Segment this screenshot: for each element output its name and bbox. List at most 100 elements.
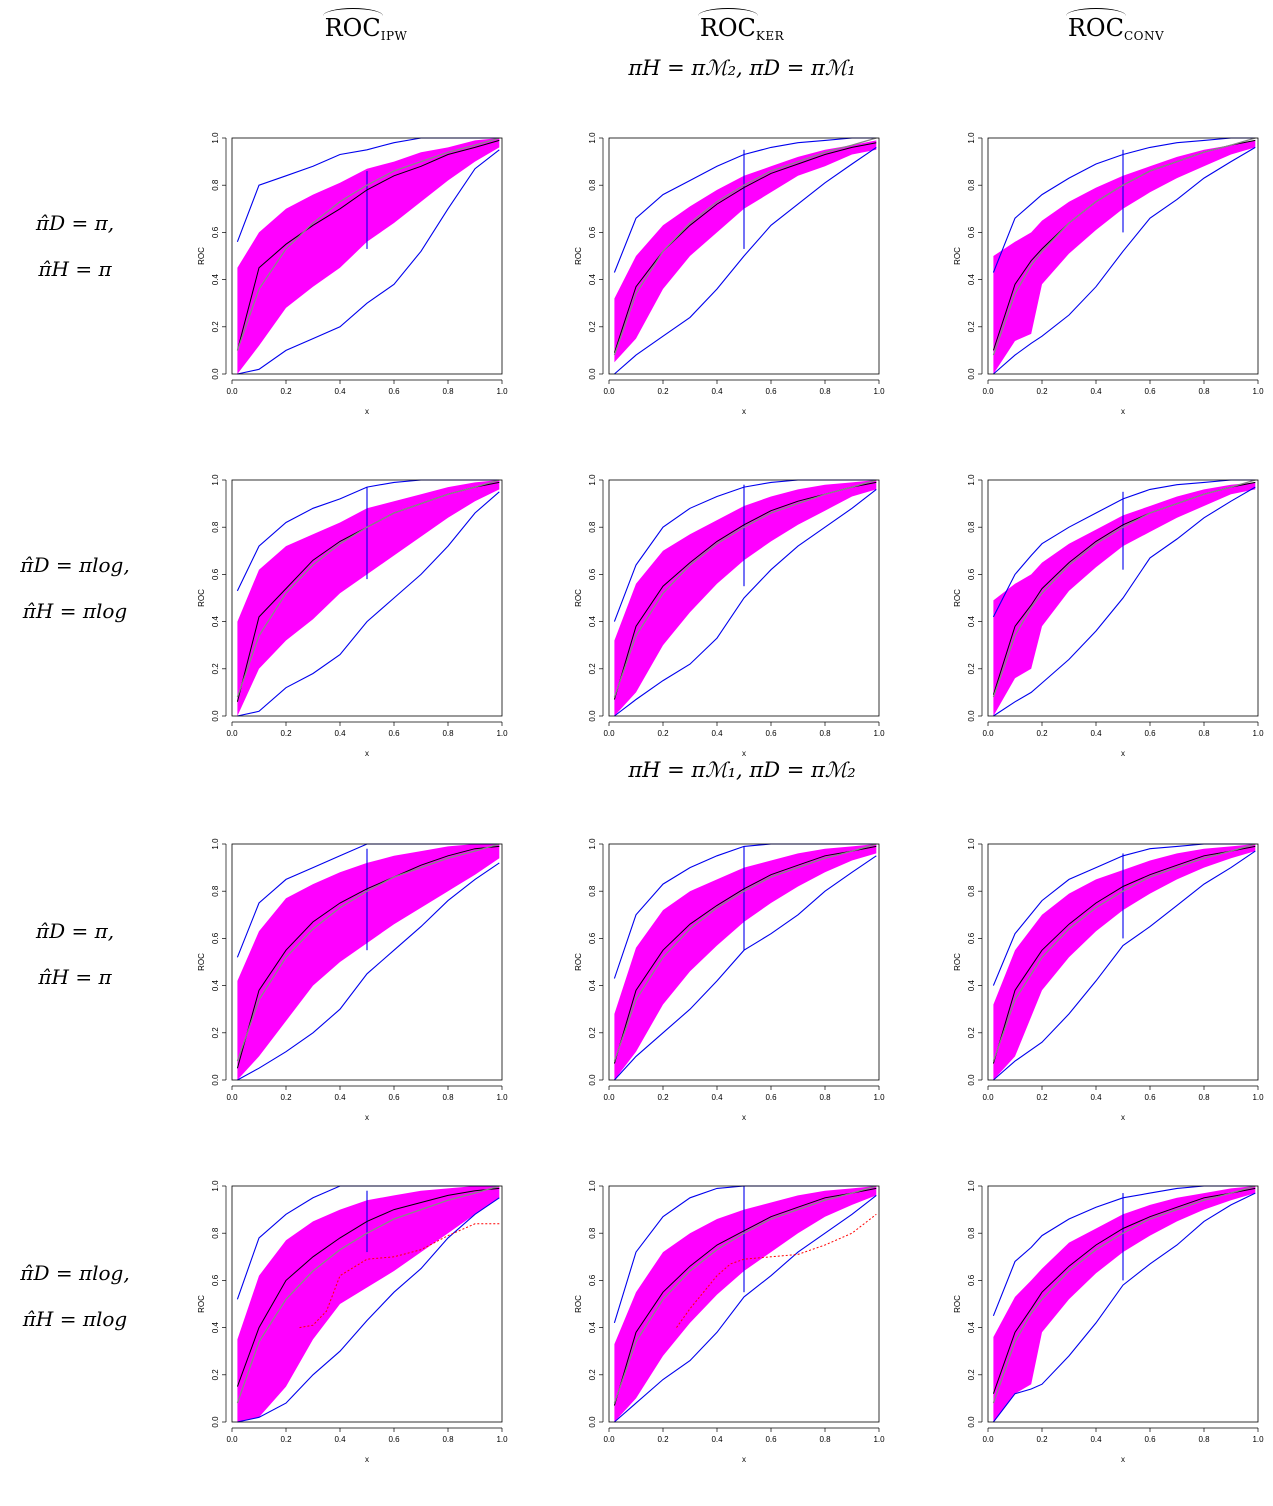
x-axis-label: x: [742, 749, 746, 758]
roc-panel: 0.0 0.2 0.4 0.6 0.8 1.0 x 0.0 0.2 0.4 0.6 0.8 1.0 ROC: [192, 120, 508, 458]
confidence-band: [614, 844, 877, 1080]
roc-chart: 0.0 0.2 0.4 0.6 0.8 1.0 x 0.0 0.2 0.4 0.6 0.8 1.0 ROC: [197, 132, 508, 416]
x-tick-label: 0.4: [1090, 1435, 1102, 1444]
x-axis-label: x: [365, 749, 369, 758]
x-tick-label: 0.8: [1198, 1435, 1210, 1444]
x-tick-label: 0.6: [1144, 387, 1156, 396]
column-header-base: ROC: [324, 14, 381, 42]
y-tick-label: 0.6: [588, 932, 597, 944]
y-tick-label: 0.6: [588, 1274, 597, 1286]
x-tick-label: 0.6: [1144, 729, 1156, 738]
x-tick-label: 0.2: [280, 1435, 292, 1444]
y-tick-label: 0.2: [967, 1027, 976, 1039]
y-axis-label: ROC: [574, 247, 583, 265]
y-tick-label: 0.0: [211, 710, 220, 722]
roc-chart: 0.0 0.2 0.4 0.6 0.8 1.0 x 0.0 0.2 0.4 0.6 0.8 1.0 ROC: [574, 1180, 885, 1464]
y-tick-label: 1.0: [211, 1180, 220, 1192]
x-tick-label: 0.2: [1036, 1435, 1048, 1444]
y-tick-label: 0.8: [967, 885, 976, 897]
y-tick-label: 0.6: [967, 1274, 976, 1286]
y-tick-label: 0.2: [967, 321, 976, 333]
plot-frame: [987, 479, 1259, 717]
y-tick-label: 0.4: [967, 1321, 976, 1333]
x-tick-label: 1.0: [496, 729, 508, 738]
section-heading-2: πH = πℳ₁, πD = πℳ₂: [628, 758, 856, 782]
y-axis-label: ROC: [197, 589, 206, 607]
y-tick-label: 0.6: [967, 932, 976, 944]
y-tick-label: 0.8: [588, 1227, 597, 1239]
x-tick-label: 0.8: [442, 729, 454, 738]
y-tick-label: 1.0: [211, 838, 220, 850]
roc-panel: 0.0 0.2 0.4 0.6 0.8 1.0 x 0.0 0.2 0.4 0.6 0.8 1.0 ROC: [569, 826, 885, 1164]
x-tick-label: 0.6: [765, 387, 777, 396]
y-tick-label: 1.0: [967, 132, 976, 144]
mean-estimate-line: [613, 845, 877, 1064]
outer-lower-bound: [992, 1192, 1256, 1423]
y-tick-label: 0.0: [211, 1416, 220, 1428]
row-label-line2: π̂H = π: [38, 257, 112, 281]
y-tick-label: 1.0: [588, 838, 597, 850]
x-tick-label: 1.0: [496, 1093, 508, 1102]
y-tick-label: 0.2: [211, 321, 220, 333]
row-label-line2: π̂H = πlog: [22, 599, 128, 623]
x-tick-label: 0.2: [657, 1435, 669, 1444]
y-tick-label: 0.6: [588, 226, 597, 238]
x-tick-label: 0.4: [1090, 1093, 1102, 1102]
plot-frame: [231, 843, 503, 1081]
x-tick-label: 1.0: [873, 387, 885, 396]
y-tick-label: 0.0: [211, 368, 220, 380]
mean-estimate-line: [613, 142, 877, 353]
y-tick-label: 0.8: [588, 521, 597, 533]
plot-frame: [231, 479, 503, 717]
mean-estimate-line: [992, 1187, 1256, 1394]
x-tick-label: 0.6: [765, 1093, 777, 1102]
x-tick-label: 0.4: [1090, 729, 1102, 738]
section-heading-1: πH = πℳ₂, πD = πℳ₁: [628, 56, 856, 80]
y-tick-label: 1.0: [967, 838, 976, 850]
y-tick-label: 0.0: [967, 1074, 976, 1086]
y-axis-label: ROC: [953, 589, 962, 607]
y-tick-label: 0.0: [588, 1416, 597, 1428]
y-tick-label: 0.0: [588, 710, 597, 722]
x-tick-label: 0.0: [982, 729, 994, 738]
y-tick-label: 0.6: [967, 226, 976, 238]
y-tick-label: 0.8: [967, 179, 976, 191]
x-tick-label: 0.0: [603, 1435, 615, 1444]
x-tick-label: 0.2: [1036, 387, 1048, 396]
x-tick-label: 0.8: [1198, 387, 1210, 396]
y-tick-label: 0.8: [211, 179, 220, 191]
roc-chart: 0.0 0.2 0.4 0.6 0.8 1.0 x 0.0 0.2 0.4 0.6 0.8 1.0 ROC: [953, 132, 1264, 416]
column-header-sub: IPW: [380, 29, 408, 43]
y-axis-label: ROC: [574, 1295, 583, 1313]
x-tick-label: 0.0: [226, 387, 238, 396]
outer-lower-bound: [237, 491, 500, 717]
x-tick-label: 0.6: [765, 729, 777, 738]
confidence-band: [993, 482, 1256, 716]
x-tick-label: 0.4: [711, 729, 723, 738]
x-axis-label: x: [1121, 407, 1125, 416]
x-tick-label: 0.2: [657, 729, 669, 738]
true-roc-line: [992, 137, 1256, 356]
confidence-band: [614, 1186, 877, 1422]
y-tick-label: 0.8: [588, 885, 597, 897]
y-tick-label: 0.2: [211, 1369, 220, 1381]
true-roc-line: [992, 843, 1256, 1062]
x-tick-label: 0.8: [819, 1435, 831, 1444]
roc-panel: 0.0 0.2 0.4 0.6 0.8 1.0 x 0.0 0.2 0.4 0.6 0.8 1.0 ROC: [569, 462, 885, 800]
confidence-band: [237, 480, 500, 716]
mean-estimate-line: [236, 1187, 500, 1387]
y-tick-label: 0.4: [211, 615, 220, 627]
mean-estimate-line: [992, 845, 1256, 1064]
plot-frame: [608, 843, 880, 1081]
true-roc-line: [613, 479, 877, 698]
y-tick-label: 1.0: [211, 474, 220, 486]
x-axis-label: x: [742, 1113, 746, 1122]
row-label-line1: π̂D = π,: [35, 919, 115, 943]
y-tick-label: 1.0: [967, 474, 976, 486]
confidence-band: [993, 1186, 1256, 1422]
x-axis-label: x: [742, 1455, 746, 1464]
row-label-line1: π̂D = π,: [35, 211, 115, 235]
y-tick-label: 1.0: [211, 132, 220, 144]
y-tick-label: 0.4: [588, 615, 597, 627]
y-tick-label: 0.2: [211, 1027, 220, 1039]
